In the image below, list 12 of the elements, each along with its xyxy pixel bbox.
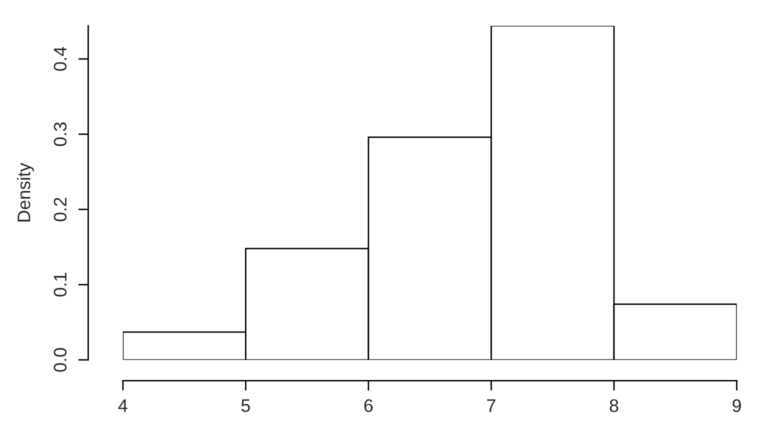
y-tick-label: 0.0 bbox=[54, 348, 67, 372]
x-tick-label: 6 bbox=[364, 399, 373, 412]
y-axis-title: Density bbox=[17, 162, 34, 222]
y-tick-label: 0.4 bbox=[54, 46, 67, 71]
y-tick-label: 0.1 bbox=[54, 272, 67, 296]
x-tick-label: 7 bbox=[487, 399, 496, 412]
x-tick-label: 8 bbox=[610, 399, 618, 412]
x-tick-label: 9 bbox=[732, 399, 741, 412]
y-tick-label: 0.2 bbox=[54, 198, 67, 222]
x-tick-label: 4 bbox=[118, 399, 128, 412]
x-tick-label: 5 bbox=[241, 399, 250, 412]
y-tick-label: 0.3 bbox=[54, 122, 67, 146]
